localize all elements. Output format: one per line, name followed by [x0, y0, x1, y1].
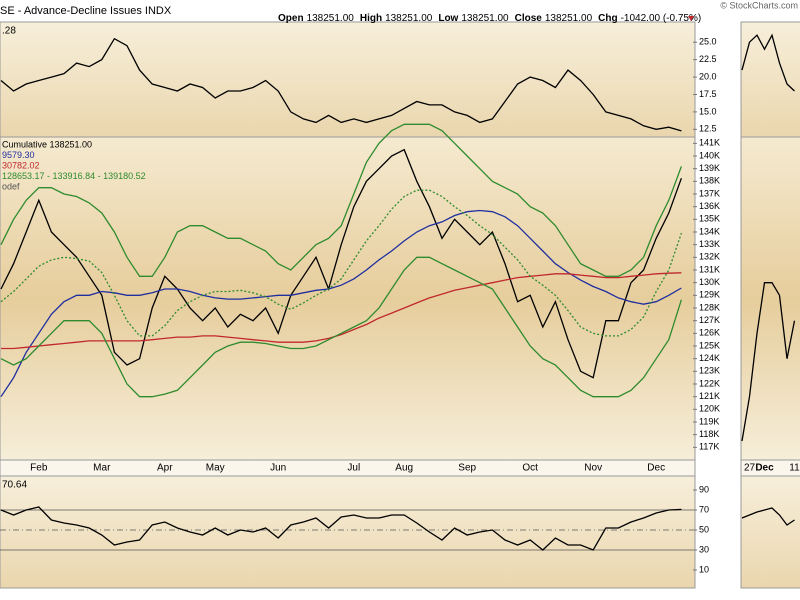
quote-label: Low — [438, 13, 458, 24]
quote-value: 138251.00 — [545, 13, 593, 24]
series-line — [1, 272, 682, 350]
quote-value: 138251.00 — [385, 13, 433, 24]
y-tick-label: 22.5 — [699, 54, 717, 64]
quote-value: 138251.00 — [461, 13, 509, 24]
y-tick-label: 128K — [699, 302, 720, 312]
down-arrow — [688, 16, 694, 21]
y-tick-label: 129K — [699, 290, 720, 300]
y-tick-label: 140K — [699, 150, 720, 160]
x-tick-label: Sep — [458, 463, 476, 474]
y-tick-label: 134K — [699, 226, 720, 236]
copyright: © StockCharts.com — [720, 0, 798, 10]
y-tick-label: 20.0 — [699, 71, 717, 81]
x-tick-label: Apr — [157, 463, 173, 474]
x-tick-label: Feb — [30, 463, 48, 474]
y-tick-label: 15.0 — [699, 106, 717, 116]
series-line — [0, 209, 682, 398]
y-tick-label: 50 — [699, 524, 709, 534]
legend-entry: 30782.02 — [2, 160, 40, 170]
x-tick-label: Jul — [347, 463, 360, 474]
y-tick-label: 136K — [699, 201, 720, 211]
y-tick-label: 90 — [699, 484, 709, 494]
panel-label: 70.64 — [2, 480, 27, 491]
quote-value: -1042.00 (-0.75%) — [621, 13, 702, 24]
panel-main-right — [740, 136, 800, 461]
panel-bottom — [0, 475, 696, 589]
x-tick-label: Jun — [270, 463, 286, 474]
y-tick-label: 25.0 — [699, 37, 717, 47]
chart-title: SE - Advance-Decline Issues INDX — [0, 5, 172, 17]
x-tick-label: 27 — [744, 463, 756, 474]
y-tick-label: 120K — [699, 404, 720, 414]
legend-entry: 9579.30 — [2, 150, 35, 160]
y-tick-label: 119K — [699, 416, 719, 426]
y-tick-label: 30 — [699, 544, 709, 554]
panel-main — [0, 136, 696, 461]
y-tick-label: 133K — [699, 239, 720, 249]
x-tick-label: Oct — [522, 463, 538, 474]
y-tick-label: 117K — [699, 442, 719, 452]
y-tick-label: 131K — [699, 264, 720, 274]
y-tick-label: 17.5 — [699, 89, 717, 99]
quote-label: High — [360, 13, 382, 24]
panel-top — [0, 21, 696, 138]
y-tick-label: 137K — [699, 188, 720, 198]
x-tick-label: Dec — [647, 463, 665, 474]
y-tick-label: 122K — [699, 378, 720, 388]
series-line — [741, 282, 796, 442]
x-tick-label: 11 — [789, 463, 800, 474]
series-line — [0, 123, 683, 277]
y-tick-label: 135K — [699, 214, 720, 224]
y-tick-label: 141K — [699, 138, 720, 148]
x-tick-label: Aug — [395, 463, 413, 474]
series-line — [0, 506, 682, 551]
y-tick-label: 12.5 — [699, 124, 717, 134]
x-tick-label: Mar — [93, 463, 111, 474]
quote-label: Chg — [598, 13, 617, 24]
panel-bottom-right — [740, 475, 800, 589]
y-tick-label: 126K — [699, 328, 720, 338]
y-tick-label: 10 — [699, 564, 709, 574]
legend-entry: 128653.17 - 133916.84 - 139180.52 — [2, 171, 146, 181]
quote-label: Open — [278, 13, 304, 24]
x-tick-label: Nov — [584, 463, 602, 474]
y-tick-label: 123K — [699, 366, 720, 376]
legend-note: odef — [2, 181, 20, 191]
y-tick-label: 125K — [699, 340, 720, 350]
quote-label: Close — [515, 13, 543, 24]
y-tick-label: 70 — [699, 504, 709, 514]
y-tick-label: 138K — [699, 176, 720, 186]
series-line — [0, 256, 683, 398]
y-tick-label: 118K — [699, 429, 719, 439]
quote-value: 138251.00 — [307, 13, 355, 24]
series-line — [741, 33, 795, 92]
y-tick-label: 124K — [699, 353, 720, 363]
series-line — [0, 37, 682, 132]
series-line — [0, 189, 683, 337]
y-tick-label: 121K — [699, 391, 720, 401]
series-line — [0, 148, 683, 379]
quote: Open 138251.00 High 138251.00 Low 138251.00 Cl… — [278, 13, 701, 24]
panel-label: .28 — [2, 26, 16, 37]
y-tick-label: 127K — [699, 315, 720, 325]
y-tick-label: 139K — [699, 163, 720, 173]
legend-entry: Cumulative 138251.00 — [2, 139, 92, 149]
y-tick-label: 130K — [699, 277, 720, 287]
x-tick-label: Dec — [755, 463, 774, 474]
y-tick-label: 132K — [699, 252, 720, 262]
series-line — [741, 507, 795, 526]
x-tick-label: May — [206, 463, 225, 474]
